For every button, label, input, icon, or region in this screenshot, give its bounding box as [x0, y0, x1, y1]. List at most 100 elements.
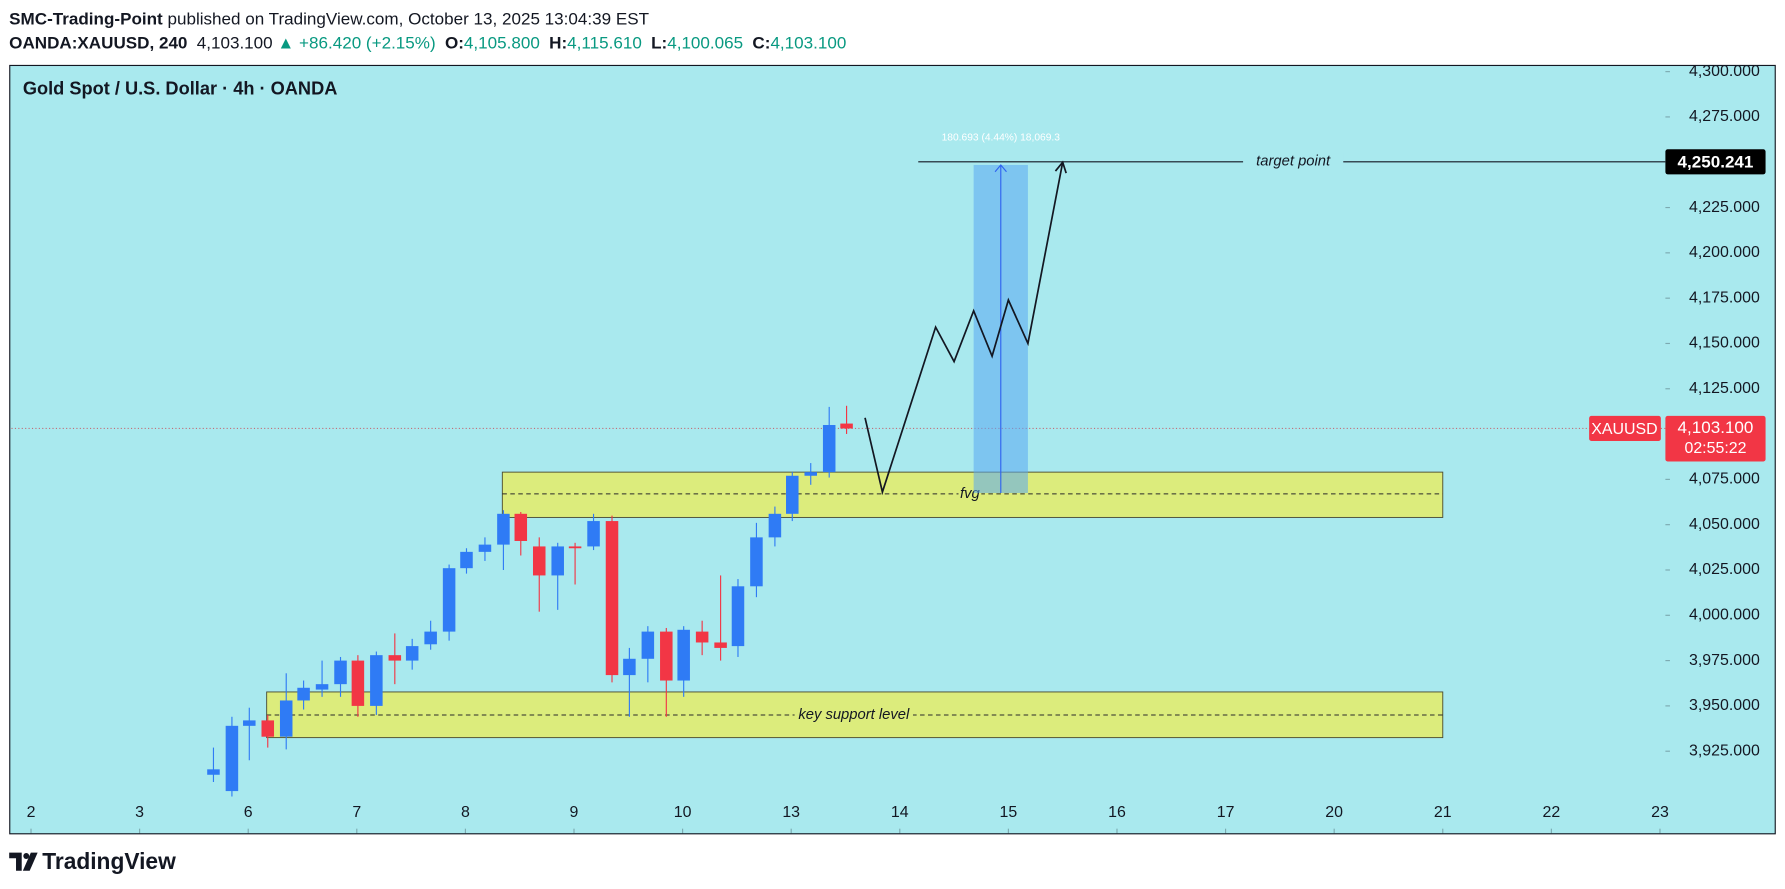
candle-body — [424, 631, 437, 645]
candle-body — [695, 631, 709, 643]
x-tick-label: 22 — [1543, 804, 1561, 821]
candle-body — [514, 513, 528, 541]
candle-body — [786, 475, 799, 514]
measure-label: 180.693 (4.44%) 18,069.3 — [942, 132, 1061, 143]
target-badge — [1665, 149, 1766, 175]
publish-line: SMC-Trading-Point published on TradingVi… — [9, 9, 649, 28]
countdown-label: 02:55:22 — [1684, 440, 1746, 457]
ohlc-value: 4,103.100 — [770, 33, 846, 52]
target-badge-label: 4,250.241 — [1678, 152, 1754, 171]
x-tick-label: 14 — [891, 804, 909, 821]
candle-body — [388, 655, 402, 661]
ohlc-label: C: — [752, 33, 770, 52]
y-tick-label: 4,175.000 — [1689, 289, 1760, 306]
logo-shape — [22, 852, 38, 871]
y-tick-label: 4,050.000 — [1689, 516, 1760, 533]
x-tick-label: 21 — [1434, 804, 1452, 821]
projection-arrowhead — [1054, 160, 1067, 174]
x-tick-label: 7 — [352, 804, 361, 821]
candle-body — [568, 546, 582, 549]
x-tick-label: 9 — [570, 804, 579, 821]
candle-body — [804, 472, 817, 476]
x-tick-label: 10 — [674, 804, 692, 821]
candle-body — [840, 423, 853, 429]
y-tick-label: 3,925.000 — [1689, 742, 1760, 759]
candle-body — [497, 513, 510, 545]
symbol-badge — [1589, 415, 1661, 441]
candle-body — [351, 660, 365, 706]
ohlc-value: 4,100.065 — [667, 33, 743, 52]
candle-body — [551, 546, 564, 576]
candle-body — [731, 586, 745, 647]
logo-shape — [9, 852, 22, 871]
axes-layer: 3,925.000 3,950.000 3,975.000 4,000.000 4,02… — [27, 63, 1766, 834]
candle-body — [478, 544, 492, 552]
candle-body — [660, 631, 673, 681]
x-tick-label: 17 — [1217, 804, 1235, 821]
candle-body — [334, 660, 347, 685]
candle-body — [460, 551, 473, 569]
chart-title: Gold Spot / U.S. Dollar · 4h · OANDA — [23, 79, 338, 99]
candle-body — [370, 655, 383, 706]
x-tick-label: 6 — [244, 804, 253, 821]
y-tick-label: 4,000.000 — [1689, 606, 1760, 623]
ohlc-label: L: — [651, 33, 667, 52]
price-badge-label: 4,103.100 — [1678, 418, 1754, 437]
candle-body — [279, 700, 293, 737]
candle-body — [750, 537, 763, 587]
brand-name: TradingView — [42, 848, 176, 874]
candle-body — [405, 646, 419, 661]
last-price-text: 4,103.100 — [197, 33, 273, 52]
y-tick-label: 4,125.000 — [1689, 380, 1760, 397]
y-tick-label: 4,225.000 — [1689, 199, 1760, 216]
symbol: OANDA:XAUUSD, 240 — [9, 33, 187, 52]
x-tick-label: 23 — [1651, 804, 1669, 821]
ohlc-value: 4,105.800 — [464, 33, 540, 52]
candle-body — [587, 521, 600, 547]
price-badge — [1665, 415, 1766, 462]
brand-logo — [9, 852, 38, 871]
y-tick-label: 4,075.000 — [1689, 471, 1760, 488]
y-tick-label: 3,975.000 — [1689, 652, 1760, 669]
candle-body — [243, 720, 256, 726]
candle-body — [768, 513, 782, 538]
measure-arrowhead — [994, 164, 1007, 173]
x-tick-label: 2 — [27, 804, 36, 821]
ohlc-value: 4,115.610 — [567, 33, 642, 52]
candle-body — [677, 629, 690, 681]
candle-body — [225, 725, 239, 792]
logo-shape — [23, 853, 30, 859]
target-label-bg — [1243, 152, 1344, 171]
zone-label: key support level — [798, 707, 910, 723]
candle-body — [315, 684, 329, 690]
candle-body — [714, 642, 727, 648]
published-info: published on TradingView.com, October 13… — [167, 9, 649, 28]
x-tick-label: 13 — [782, 804, 800, 821]
y-tick-label: 3,950.000 — [1689, 697, 1760, 714]
candle-body — [532, 546, 546, 576]
y-tick-label: 4,200.000 — [1689, 244, 1760, 261]
symbol-line: OANDA:XAUUSD, 240 4,103.100 ▲ +86.420 (+… — [9, 33, 846, 52]
ohlc-label: H: — [549, 33, 567, 52]
change-text: ▲ +86.420 (+2.15%) — [277, 33, 435, 52]
zone-label-bg — [794, 706, 913, 723]
x-tick-label: 20 — [1325, 804, 1343, 821]
candle-body — [261, 720, 275, 737]
x-tick-label: 3 — [135, 804, 144, 821]
y-tick-label: 4,300.000 — [1689, 63, 1760, 80]
candle-body — [822, 425, 836, 473]
candle-body — [605, 521, 619, 676]
y-tick-label: 4,275.000 — [1689, 108, 1760, 125]
y-tick-label: 4,025.000 — [1689, 561, 1760, 578]
projection-path — [864, 162, 1064, 496]
publisher: SMC-Trading-Point — [9, 9, 163, 28]
target-label: target point — [1256, 154, 1331, 170]
candle-body — [207, 769, 220, 775]
ohlc-label: O: — [445, 33, 464, 52]
x-tick-label: 15 — [1000, 804, 1018, 821]
symbol-badge-label: XAUUSD — [1591, 421, 1657, 438]
y-tick-label: 4,150.000 — [1689, 335, 1760, 352]
